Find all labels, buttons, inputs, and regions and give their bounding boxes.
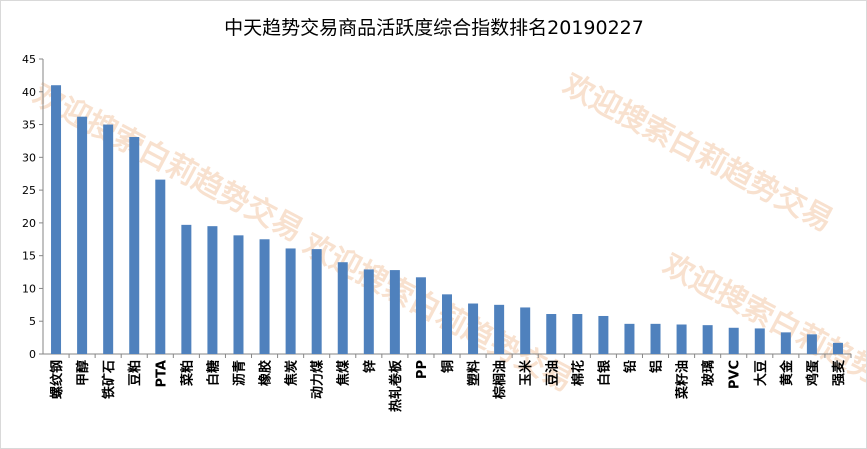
x-category-label: 强麦 <box>831 359 847 386</box>
bar <box>181 224 192 354</box>
y-tick-label: 40 <box>22 86 36 99</box>
x-category-label: 玻璃 <box>701 360 717 386</box>
x-category-label: 白银 <box>596 359 612 386</box>
bar <box>442 294 452 354</box>
bar <box>389 270 400 354</box>
bar <box>415 277 426 354</box>
y-tick-label: 25 <box>22 184 36 197</box>
x-category-label: 大豆 <box>753 360 769 386</box>
x-category-label: 焦炭 <box>284 360 300 387</box>
bar <box>129 137 140 354</box>
x-category-label: 棕榈油 <box>492 360 508 400</box>
bar <box>780 332 791 354</box>
x-category-label: 铝 <box>649 360 665 373</box>
x-category-label: PVC <box>728 360 743 389</box>
bar <box>363 269 374 354</box>
bar <box>494 304 505 354</box>
x-category-label: PTA <box>154 360 169 387</box>
x-category-label: 铜 <box>440 360 456 374</box>
bar <box>207 226 218 354</box>
x-category-label: 鸡蛋 <box>805 360 821 387</box>
bar <box>103 124 114 354</box>
x-category-label: 螺纹钢 <box>49 360 65 399</box>
x-category-label: 白糖 <box>205 360 221 386</box>
y-tick-label: 15 <box>22 250 36 263</box>
bar <box>572 314 583 354</box>
x-axis-category-labels: 螺纹钢 甲醇 铁矿石 豆粕 PTA 菜粕 白糖 沥青 橡胶 焦炭 动力煤 焦煤锌热轧卷板 PP 铜塑料 棕榈… <box>49 354 852 412</box>
bar <box>259 239 270 354</box>
y-tick-label: 10 <box>22 282 36 295</box>
y-tick-label: 45 <box>22 53 36 66</box>
bar <box>832 342 843 354</box>
bar <box>702 325 713 354</box>
x-category-label: 豆油 <box>544 360 560 386</box>
y-tick-label: 0 <box>29 348 36 361</box>
y-axis-ticks: 0 5 10 15 20 25 30 35 40 45 <box>22 53 43 361</box>
bar <box>337 262 348 354</box>
bar <box>650 323 661 354</box>
bar <box>598 315 609 354</box>
x-category-label: 塑料 <box>466 360 482 386</box>
bar <box>285 248 296 354</box>
bar <box>233 235 244 354</box>
y-tick-label: 35 <box>22 119 36 132</box>
y-tick-label: 5 <box>29 315 36 328</box>
x-category-label: 甲醇 <box>75 360 91 386</box>
x-category-label: 热轧卷板 <box>388 359 404 412</box>
bar <box>468 303 479 354</box>
x-category-label: 菜粕 <box>179 360 195 387</box>
x-category-label: 沥青 <box>231 360 247 386</box>
x-category-label: 动力煤 <box>310 360 326 399</box>
bar <box>51 85 62 354</box>
x-category-label: 棉花 <box>570 360 586 386</box>
x-category-label: 玉米 <box>518 359 534 386</box>
watermark-text: 欢迎搜索白莉趋势交易 <box>26 77 308 249</box>
bar <box>311 249 322 354</box>
bar <box>806 334 817 354</box>
watermark-text: 欢迎搜索白莉趋势交易 <box>556 67 838 239</box>
bar <box>155 179 166 354</box>
bar <box>676 324 687 354</box>
bar <box>728 327 739 354</box>
bar <box>546 314 557 354</box>
x-category-label: 铅 <box>622 360 638 373</box>
y-tick-label: 20 <box>22 217 36 230</box>
x-category-label: 铁矿石 <box>101 360 117 400</box>
x-category-label: 黄金 <box>779 359 795 386</box>
bar <box>77 116 88 354</box>
bar <box>520 307 531 354</box>
chart-title: 中天趋势交易商品活跃度综合指数排名20190227 <box>224 17 644 39</box>
x-category-label: 豆粕 <box>127 360 143 386</box>
bar <box>624 323 635 354</box>
bar <box>754 328 765 354</box>
x-category-label: 橡胶 <box>258 360 274 386</box>
x-category-label: 焦煤 <box>336 360 352 387</box>
y-tick-label: 30 <box>22 151 36 164</box>
x-category-label: 菜籽油 <box>675 360 691 400</box>
bar-series <box>51 85 843 354</box>
x-category-label: PP <box>415 360 430 379</box>
x-category-label: 锌 <box>362 360 378 373</box>
